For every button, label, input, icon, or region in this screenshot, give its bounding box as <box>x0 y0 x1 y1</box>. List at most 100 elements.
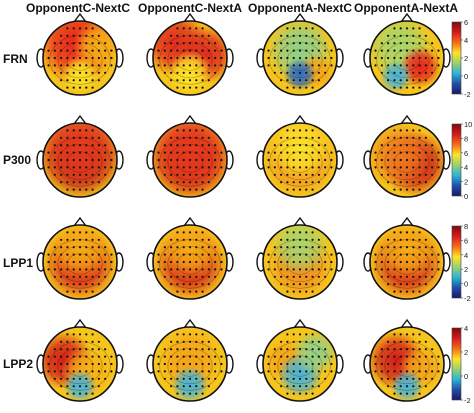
electrode-dot <box>97 64 100 67</box>
scalp-map <box>36 12 124 96</box>
electrode-dot <box>393 34 396 37</box>
electrode-dot <box>286 79 289 82</box>
electrode-dot <box>387 42 390 45</box>
electrode-dot <box>78 64 82 67</box>
electrode-dot <box>286 290 289 293</box>
activation-region <box>370 123 433 190</box>
electrode-dot <box>72 71 75 74</box>
electrode-dot <box>220 151 223 154</box>
electrode-dot <box>195 79 198 82</box>
electrode-dot <box>393 136 396 139</box>
electrode-dot <box>437 260 440 264</box>
electrode-dot <box>311 79 314 82</box>
electrode-dot <box>311 49 314 52</box>
electrode-dot <box>195 362 198 366</box>
electrode-dot <box>188 158 192 162</box>
electrode-dot <box>374 268 377 271</box>
nose <box>183 216 197 227</box>
electrode-dot <box>399 136 402 139</box>
electrode-dot <box>393 290 396 293</box>
electrode-dot <box>97 56 100 60</box>
electrode-dot <box>72 144 75 147</box>
electrode-dot <box>195 348 198 351</box>
electrode-dot <box>66 49 69 52</box>
electrode-dot <box>188 283 192 286</box>
electrode-dot <box>182 333 185 336</box>
activation-region <box>373 225 441 282</box>
electrode-dot <box>66 158 69 162</box>
electrode-dot <box>267 355 270 358</box>
electrode-dot <box>72 370 75 373</box>
electrode-dot <box>273 49 276 52</box>
electrode-dot <box>182 246 185 249</box>
electrode-dot <box>405 377 409 380</box>
electrode-dot <box>182 377 185 380</box>
electrode-dot <box>412 79 415 82</box>
electrode-dot <box>170 42 173 45</box>
head-outline <box>42 326 118 402</box>
colorbar-tick-label: 4 <box>464 251 468 260</box>
electrode-dot <box>330 151 333 154</box>
electrode-dot <box>97 238 100 241</box>
electrode-dot <box>170 283 173 286</box>
electrode-dot <box>405 253 409 256</box>
electrode-dot <box>273 158 276 162</box>
electrode-dot <box>220 253 223 256</box>
electrode-dot <box>91 49 94 52</box>
electrode-dot <box>170 181 173 184</box>
electrode-dot <box>286 158 289 162</box>
electrode-dot <box>157 268 160 271</box>
electrode-dot <box>163 348 166 351</box>
electrode-dot <box>324 42 327 45</box>
electrode-dot <box>176 377 179 380</box>
electrode-dot <box>176 362 179 366</box>
electrode-dot <box>60 42 63 45</box>
electrode-dot <box>286 260 289 264</box>
electrode-dot <box>176 268 179 271</box>
electrode-dot <box>380 49 383 52</box>
electrode-dot <box>157 253 160 256</box>
electrode-dot <box>418 79 421 82</box>
electrode-dot <box>424 158 427 162</box>
electrode-dot <box>298 362 302 366</box>
electrode-dot <box>418 253 421 256</box>
electrode-dot <box>311 377 314 380</box>
electrode-dot <box>393 71 396 74</box>
electrode-dot <box>207 340 210 343</box>
electrode-dot <box>176 348 179 351</box>
electrode-dot <box>280 260 283 264</box>
electrode-dot <box>72 348 75 351</box>
nose <box>293 12 307 23</box>
electrode-dot <box>298 166 302 169</box>
electrode-dot <box>207 56 210 60</box>
electrode-dot <box>280 158 283 162</box>
electrode-dot <box>207 49 210 52</box>
electrode-dot <box>207 348 210 351</box>
electrode-dot <box>305 42 308 45</box>
electrode-dot <box>195 129 198 132</box>
electrode-dot <box>201 370 204 373</box>
electrode-dot <box>431 42 434 45</box>
electrode-dot <box>188 370 192 373</box>
electrode-dot <box>286 56 289 60</box>
electrode-dot <box>431 71 434 74</box>
electrode-dot <box>330 253 333 256</box>
electrode-dot <box>424 355 427 358</box>
electrode-dot <box>405 355 409 358</box>
electrode-dot <box>273 362 276 366</box>
electrode-dot <box>399 348 402 351</box>
electrode-dot <box>330 355 333 358</box>
electrode-dot <box>195 355 198 358</box>
electrode-dot <box>424 56 427 60</box>
electrode-dot <box>273 71 276 74</box>
electrode-dot <box>311 129 314 132</box>
electrode-dot <box>78 268 82 271</box>
scalp-map <box>256 114 344 198</box>
electrode-dot <box>431 355 434 358</box>
electrode-dot <box>267 166 270 169</box>
electrode-dot <box>399 34 402 37</box>
electrode-dot <box>387 79 390 82</box>
electrode-dot <box>412 362 415 366</box>
electrode-dot <box>91 333 94 336</box>
electrode-dot <box>188 238 192 241</box>
